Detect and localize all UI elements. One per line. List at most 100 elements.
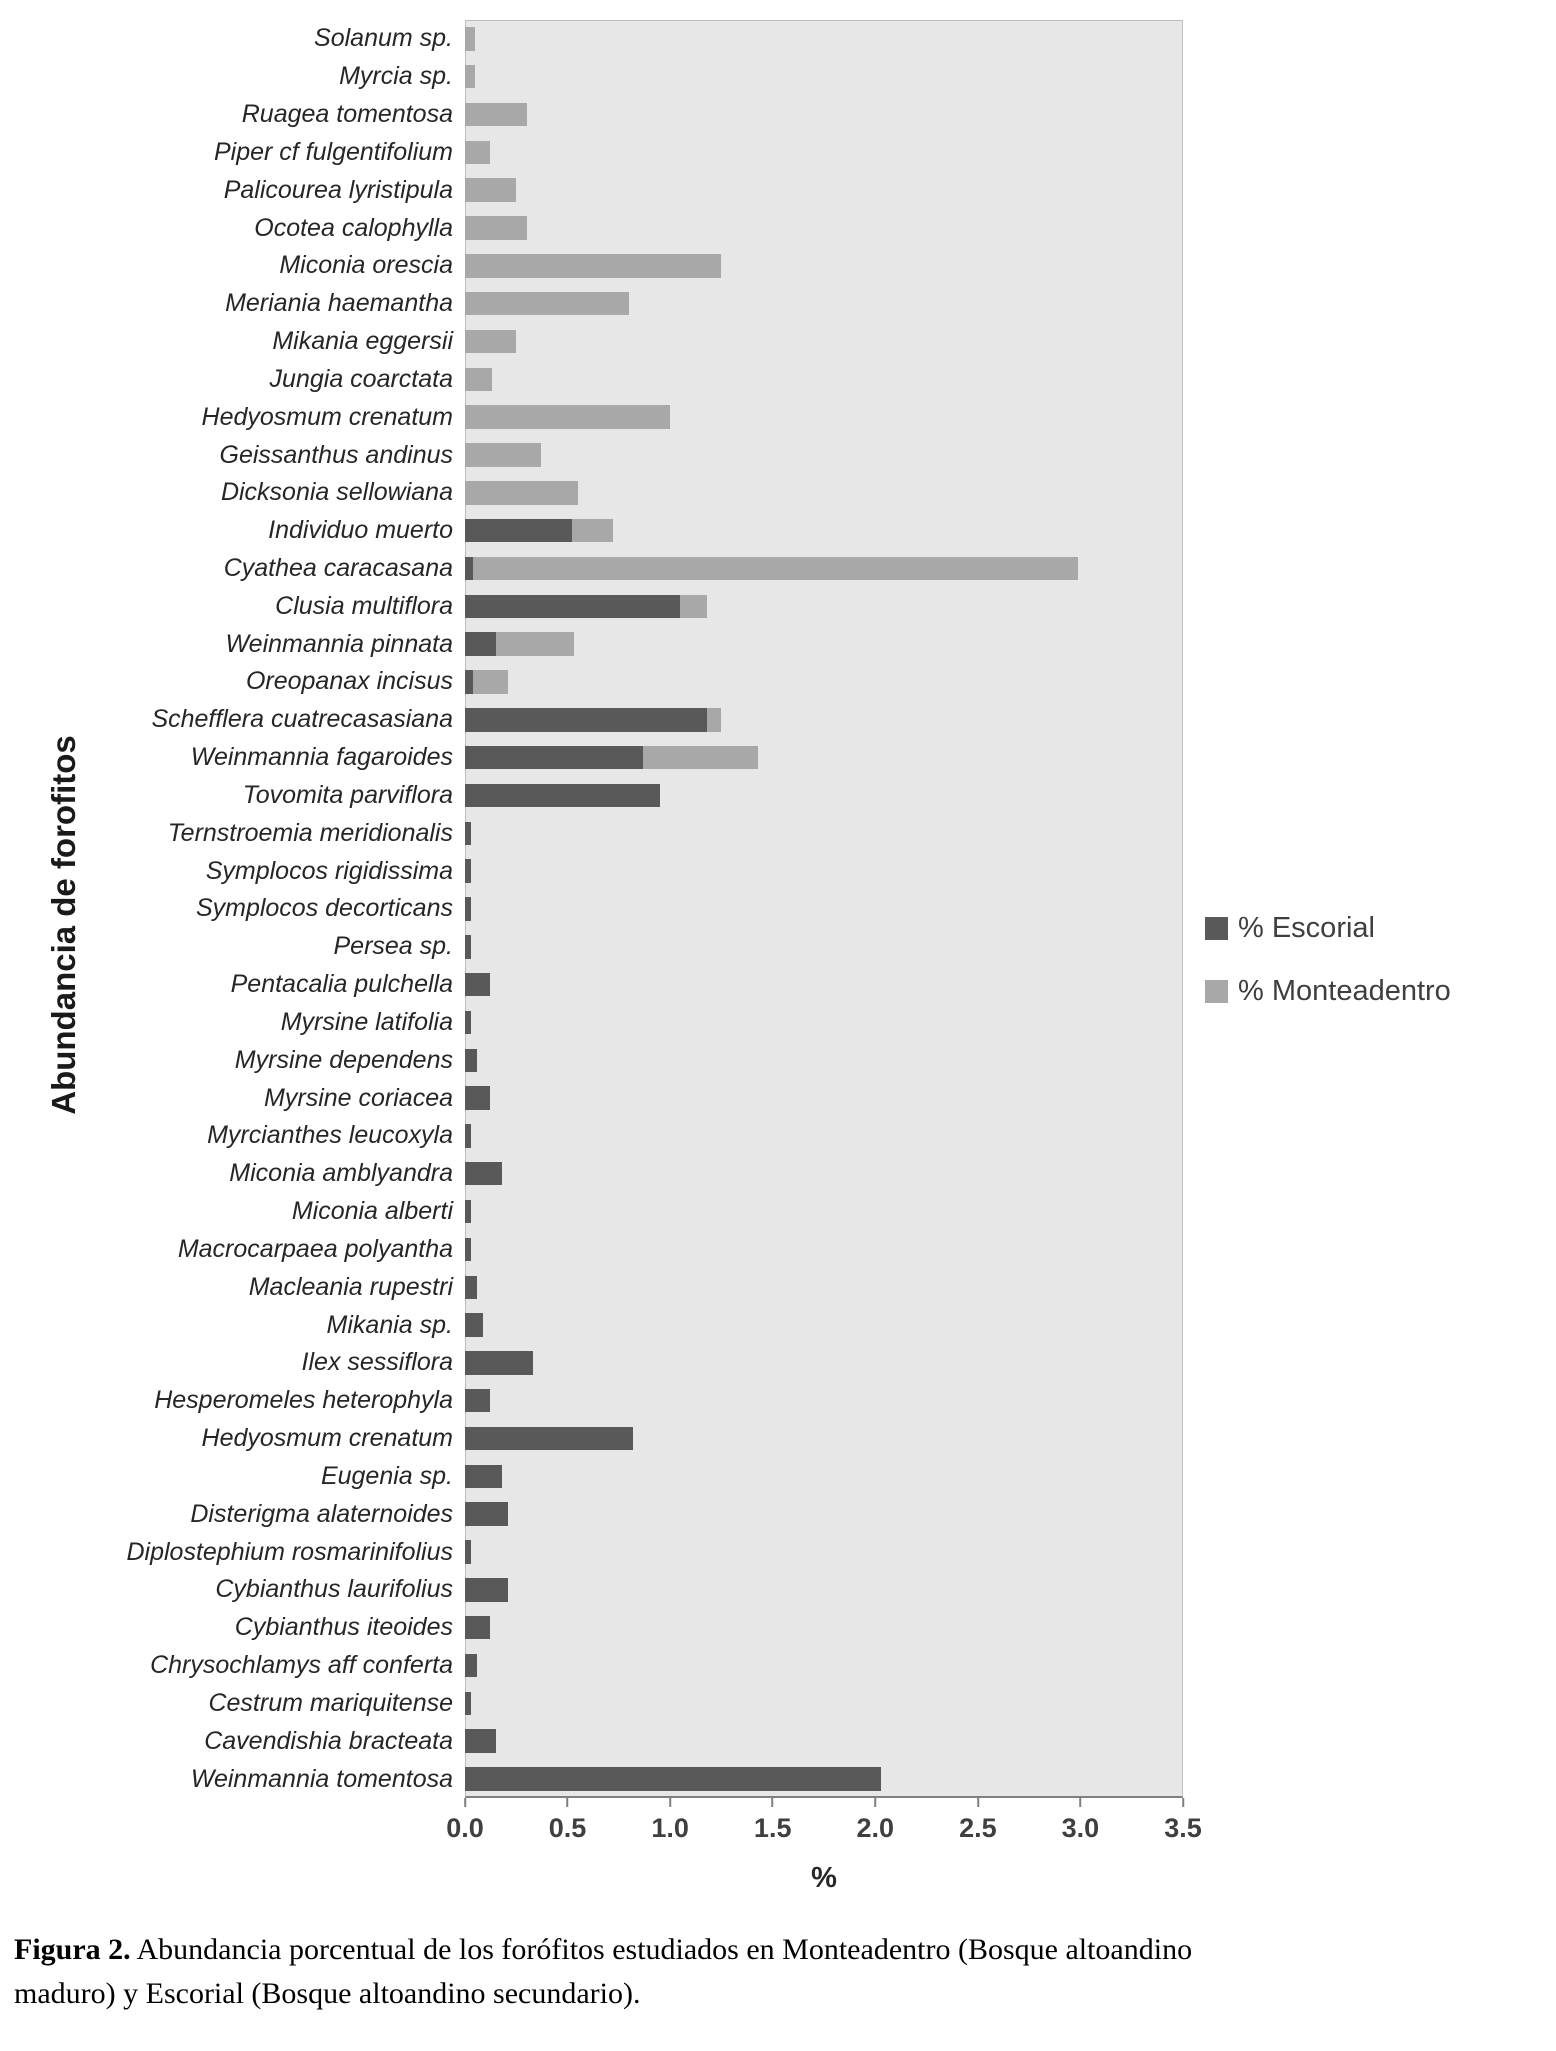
figure-caption: Figura 2. Abundancia porcentual de los f… (14, 1928, 1264, 2015)
chart-row: Miconia amblyandra (0, 1155, 1183, 1193)
legend-swatch-icon (1205, 917, 1228, 940)
bar-segment-escorial (465, 1351, 533, 1375)
chart-row: Miconia alberti (0, 1193, 1183, 1231)
bar-segment-monteadentro (465, 178, 517, 202)
chart-row: Persea sp. (0, 928, 1183, 966)
bar-track (465, 1457, 1183, 1495)
category-label: Clusia multiflora (275, 591, 453, 620)
bar-segment-escorial (465, 1010, 472, 1035)
chart-row: Tovomita parviflora (0, 777, 1183, 815)
tick-label: 0.0 (446, 1813, 484, 1843)
bar-segment-escorial (465, 1502, 509, 1526)
bar-track (465, 1041, 1183, 1079)
bar-track (465, 1344, 1183, 1382)
chart-rows: Solanum sp. Myrcia sp. Ruagea tomentosa Pip… (0, 20, 1183, 1798)
bar-track (465, 1647, 1183, 1685)
category-label: Cybianthus iteoides (234, 1613, 453, 1642)
legend-label: % Escorial (1238, 912, 1375, 944)
category-label: Jungia coarctata (269, 364, 453, 393)
chart-row: Eugenia sp. (0, 1457, 1183, 1495)
x-axis-tick: 2.0 (856, 1798, 895, 1844)
chart-row: Piper cf fulgentifolium (0, 133, 1183, 171)
caption-body: Abundancia porcentual de los forófitos e… (14, 1933, 1193, 2010)
bar-track (465, 1609, 1183, 1647)
legend-label: % Monteadentro (1238, 975, 1451, 1007)
bar-segment-monteadentro (465, 102, 527, 127)
chart-row: Pentacalia pulchella (0, 966, 1183, 1004)
category-label: Weinmannia fagaroides (190, 743, 453, 772)
bar-track (465, 1722, 1183, 1760)
bar-segment-monteadentro (473, 670, 509, 694)
bar-segment-monteadentro (465, 216, 527, 240)
legend-swatch-icon (1205, 980, 1228, 1003)
bar-track (465, 587, 1183, 625)
bar-track (465, 1231, 1183, 1269)
bar-segment-escorial (465, 1237, 472, 1262)
chart-row: Mikania eggersii (0, 323, 1183, 361)
bar-segment-monteadentro (465, 254, 722, 278)
chart-row: Macrocarpaea polyantha (0, 1231, 1183, 1269)
bar-track (465, 928, 1183, 966)
chart-row: Cavendishia bracteata (0, 1722, 1183, 1760)
bar-segment-escorial (465, 821, 472, 846)
bar-track (465, 1684, 1183, 1722)
category-label: Persea sp. (333, 932, 453, 961)
tick-label: 2.0 (856, 1813, 895, 1843)
bar-track (465, 1079, 1183, 1117)
tick-mark (976, 1798, 979, 1807)
category-label: Symplocos decorticans (195, 894, 453, 923)
category-label: Mikania sp. (326, 1310, 453, 1339)
category-label: Ternstroemia meridionalis (167, 818, 453, 847)
category-label: Cestrum mariquitense (208, 1688, 453, 1717)
bar-segment-monteadentro (707, 708, 722, 732)
category-label: Myrsine coriacea (264, 1083, 453, 1112)
bar-track (465, 1155, 1183, 1193)
bar-segment-escorial (465, 1729, 496, 1753)
bar-track (465, 1571, 1183, 1609)
x-axis-tick: 2.5 (959, 1798, 997, 1844)
chart-row: Diplostephium rosmarinifolius (0, 1533, 1183, 1571)
bar-segment-escorial (465, 632, 496, 656)
bar-segment-escorial (465, 1615, 490, 1640)
bar-segment-escorial (465, 1464, 502, 1489)
bar-segment-escorial (465, 897, 472, 921)
bar-track (465, 285, 1183, 323)
bar-segment-monteadentro (465, 405, 671, 429)
category-label: Eugenia sp. (320, 1461, 453, 1490)
bar-track (465, 1420, 1183, 1458)
category-label: Cavendishia bracteata (204, 1726, 453, 1755)
chart-row: Hedyosmum crenatum (0, 398, 1183, 436)
tick-label: 2.5 (959, 1813, 997, 1843)
bar-segment-escorial (465, 1691, 472, 1716)
bar-segment-escorial (465, 708, 708, 732)
category-label: Pentacalia pulchella (230, 970, 453, 999)
caption-label: Figura 2. (14, 1933, 131, 1966)
bar-segment-escorial (465, 1540, 472, 1564)
bar-track (465, 1004, 1183, 1042)
chart-row: Macleania rupestri (0, 1268, 1183, 1306)
bar-segment-monteadentro (465, 140, 490, 165)
category-label: Palicourea lyristipula (223, 175, 453, 204)
bar-segment-monteadentro (465, 27, 476, 51)
chart-row: Cybianthus iteoides (0, 1609, 1183, 1647)
bar-segment-monteadentro (643, 745, 759, 770)
bar-segment-escorial (465, 1426, 634, 1451)
chart-row: Meriania haemantha (0, 285, 1183, 323)
bar-track (465, 58, 1183, 96)
bar-segment-escorial (465, 1086, 490, 1110)
chart-row: Cestrum mariquitense (0, 1684, 1183, 1722)
chart-legend: % Escorial % Monteadentro (1205, 912, 1451, 1008)
tick-label: 1.0 (651, 1813, 689, 1843)
category-label: Weinmannia pinnata (225, 629, 453, 658)
chart-row: Myrsine coriacea (0, 1079, 1183, 1117)
bar-segment-escorial (465, 745, 644, 770)
chart-row: Hedyosmum crenatum (0, 1420, 1183, 1458)
bar-track (465, 1760, 1183, 1798)
chart-row: Jungia coarctata (0, 360, 1183, 398)
chart-row: Miconia orescia (0, 247, 1183, 285)
chart-row: Ruagea tomentosa (0, 96, 1183, 134)
bar-track (465, 1306, 1183, 1344)
bar-segment-monteadentro (465, 481, 578, 505)
category-label: Dicksonia sellowiana (220, 478, 453, 507)
